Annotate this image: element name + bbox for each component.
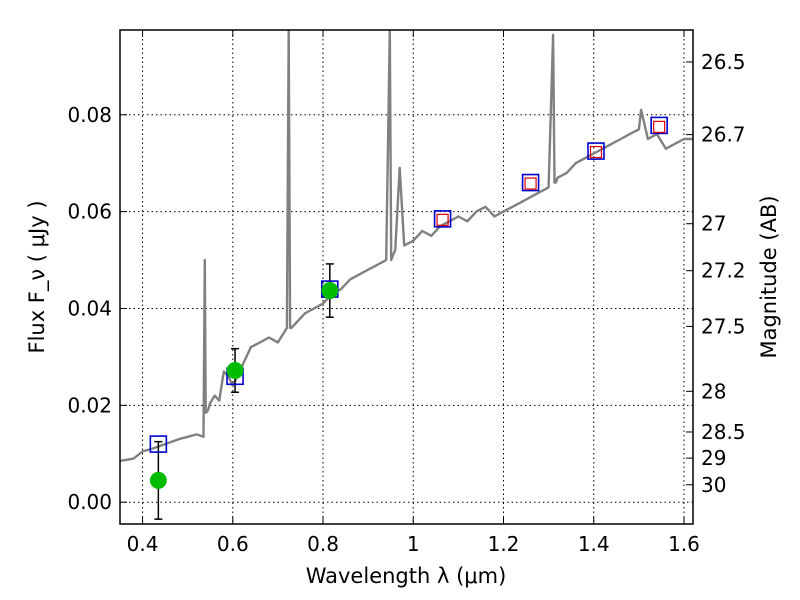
x-tick-labels: 0.4 0.6 0.8 1 1.2 1.4 1.6 [127, 532, 700, 556]
model-square-red [436, 213, 449, 226]
y2-tick-label: 26.7 [701, 123, 746, 147]
model-square-blue [433, 210, 452, 228]
grid-lines [120, 30, 693, 524]
y-tick-label: 0.04 [67, 296, 112, 320]
x-tick-label: 1 [407, 532, 420, 556]
y-tick-label: 0.08 [67, 103, 112, 127]
x-tick-label: 1.4 [578, 532, 610, 556]
x-tick-label: 1.2 [488, 532, 520, 556]
y-axis-label: Flux F_ν ( μJy ) [25, 200, 50, 353]
model-square-red [653, 120, 666, 133]
observed-point [149, 471, 167, 489]
model-square-blue [521, 173, 540, 192]
x-tick-label: 0.6 [217, 532, 249, 556]
x-axis-label: Wavelength λ (μm) [306, 564, 507, 588]
y2-tick-labels: 26.5 26.7 27 27.2 27.5 28 28.529 30 [701, 50, 746, 497]
series-layer [120, 30, 693, 520]
y2-tick-label: 30 [701, 473, 726, 497]
y2-tick-label: 27.5 [701, 314, 746, 338]
model-square-red [589, 145, 603, 159]
plot-frame [119, 29, 694, 525]
y2-tick-label: 29 [701, 446, 726, 470]
model-square-blue [149, 435, 168, 453]
tick-marks [120, 30, 693, 524]
observed-point [321, 282, 339, 300]
x-tick-label: 0.8 [307, 532, 339, 556]
y2-tick-label: 26.5 [701, 50, 746, 74]
y-tick-label: 0.02 [67, 393, 112, 417]
y-tick-label: 0.00 [67, 490, 112, 514]
y2-axis-label: Magnitude (AB) [757, 195, 781, 358]
y2-tick-label: 27.2 [701, 259, 746, 283]
model-square-red [524, 177, 537, 190]
y-tick-labels: 0.00 0.02 0.04 0.06 0.08 [67, 103, 112, 514]
x-tick-label: 1.6 [668, 532, 700, 556]
y-tick-label: 0.06 [67, 200, 112, 224]
observed-point [226, 361, 244, 379]
y2-tick-label: 28 [701, 379, 726, 403]
sed-line [120, 30, 693, 463]
y2-tick-label: 28.5 [701, 420, 746, 444]
y2-tick-label: 27 [701, 212, 726, 236]
model-square-blue [587, 142, 605, 160]
x-tick-label: 0.4 [127, 532, 159, 556]
model-square-blue [650, 116, 668, 135]
